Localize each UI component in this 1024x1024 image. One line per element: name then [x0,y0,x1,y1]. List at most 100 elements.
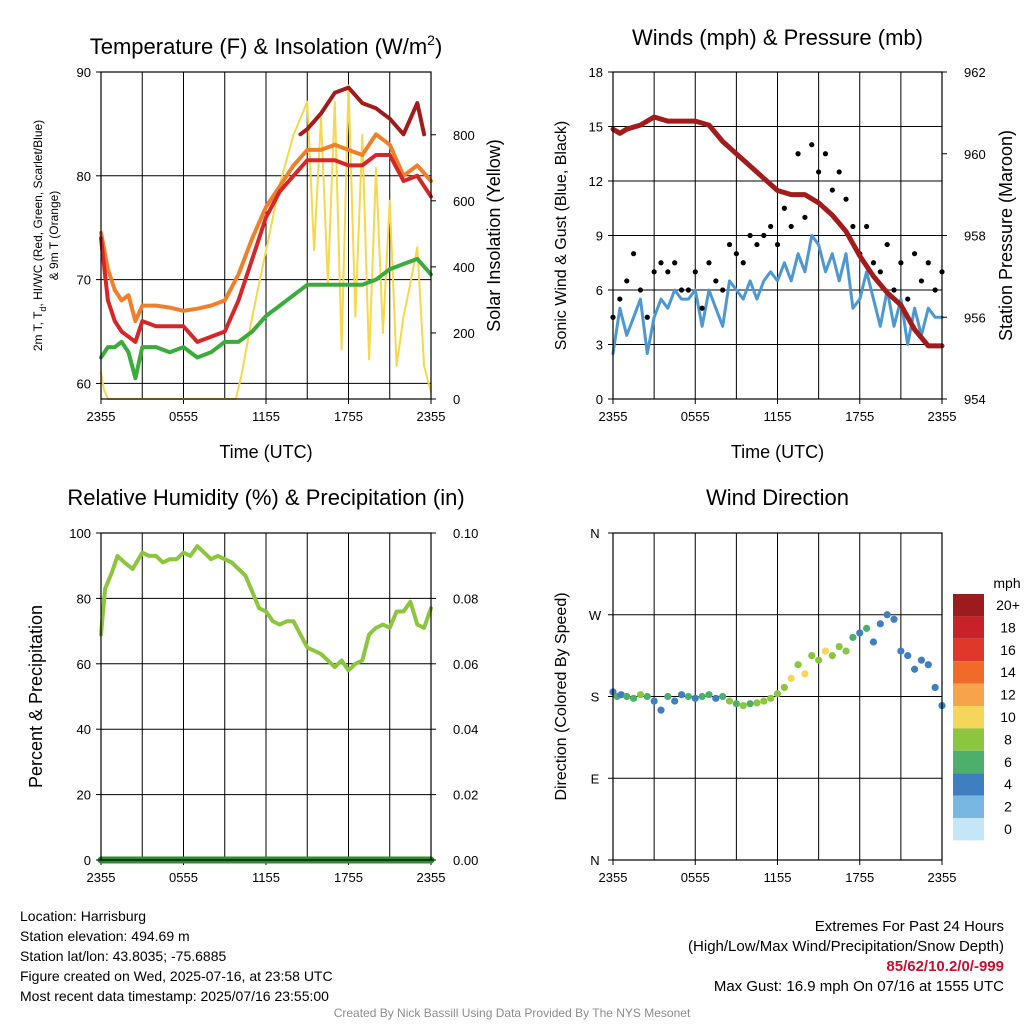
wind-direction-point [677,691,686,699]
station-location: Location: Harrisburg [20,908,147,924]
gust-point [836,169,842,175]
wind-direction-point [725,697,734,705]
panel4-title: Wind Direction [706,485,849,510]
panel1-title-close: ) [435,34,442,59]
gust-point [829,187,835,193]
panel4-xtick-label: 1755 [845,870,874,885]
panel4-xtick-label: 0555 [681,870,710,885]
gust-point [898,260,904,266]
panel1-xtick-label: 1155 [252,409,280,424]
gust-point [678,287,685,293]
panel3-ytick-right-label: 0.06 [453,657,478,672]
speed-legend-swatch [953,594,984,617]
speed-legend-label: 0 [1004,821,1012,837]
panel4-xtick-label: 2355 [928,870,957,885]
wind-direction-point [904,652,912,660]
panel1-xlabel: Time (UTC) [219,442,312,462]
gust-point [802,214,808,220]
panel1-xtick-label: 2355 [87,409,116,424]
panel2-xtick-label: 1755 [845,409,874,424]
gust-point [850,223,856,230]
panel3-ytick-label: 40 [77,722,91,737]
gust-point [740,260,746,266]
speed-legend-label: 14 [1000,664,1016,680]
panel4-ytick-label: N [590,853,599,868]
panel1-ytick-right-label: 600 [453,194,475,209]
wind-direction-point [712,694,720,702]
station-latlon: Station lat/lon: 43.8035; -75.6885 [20,948,227,964]
panel3-ytick-label: 80 [77,591,91,606]
speed-legend-swatch [953,795,984,818]
panel3-ytick-right-label: 0.00 [453,853,478,868]
panel3-ytick-right-label: 0.08 [453,591,478,606]
panel3-ytick-right-label: 0.02 [453,788,478,803]
gust-point [720,287,726,293]
gust-point [644,314,650,320]
panel3-xtick-label: 1155 [252,870,280,885]
panel1-ylabel-left-line2: & 9m T (Orange) [47,191,61,281]
extremes-values: 85/62/10.2/0/-999 [886,958,1004,975]
gust-point [658,260,664,266]
panel1-ytick-right-label: 0 [453,392,460,407]
speed-legend-label: 18 [1000,619,1016,635]
speed-legend-label: 16 [1000,642,1016,658]
humidity-line [99,544,433,673]
wind-direction-point [910,665,919,673]
wind-direction-point [801,670,809,678]
gust-point [768,223,774,230]
panel3-ytick-right-label: 0.04 [453,722,478,737]
panel1-xtick-label: 1755 [334,409,363,424]
panel1-ytick-right-label: 800 [453,128,475,143]
wind-direction-point [876,620,884,628]
wind-direction-point [794,661,802,669]
panel1-ylabel-part: 2m T, T [31,311,45,351]
wind-direction-point [705,691,713,699]
panel1-ylabel-sub: d [38,307,48,312]
panel1-ytick-label: 80 [77,169,91,184]
extremes-panel: Extremes For Past 24 Hours (High/Low/Max… [688,917,1004,997]
gust-point [918,278,925,284]
heat-index-line [298,85,427,137]
panel3-ylabel-left: Percent & Precipitation [26,605,46,788]
gust-point [685,287,691,293]
speed-legend-swatch [953,616,984,639]
pressure-line [610,114,945,349]
panel1-ylabel-left: 2m T, Td, HI/WC (Red, Green, Scarlet/Blu… [31,120,48,351]
gust-point [864,223,870,230]
panel2-ytick-label: 12 [589,174,603,189]
wind-direction-point [623,692,631,701]
wind-direction-point [719,692,727,701]
panel3-xtick-label: 1755 [334,870,363,885]
max-gust: Max Gust: 16.9 mph On 07/16 at 1555 UTC [713,978,1004,995]
wind-direction-point [787,674,795,682]
panel1-ylabel-part: , HI/WC (Red, Green, Scarlet/Blue) [31,120,45,307]
panel3-ytick-label: 60 [77,657,91,672]
gust-point [788,223,794,230]
wind-direction-point [828,652,836,660]
station-info: Location: Harrisburg Station elevation: … [20,906,333,1006]
panel3-xtick-label: 2355 [87,870,116,885]
gust-point [891,287,897,293]
panel3-ytick-label: 100 [69,526,91,541]
speed-legend-swatch [953,661,984,684]
wind-direction-point [760,697,768,705]
panel2-ytick-label: 18 [589,65,603,80]
wind-direction-point [773,690,782,698]
panel2-xtick-label: 2355 [928,409,957,424]
speed-legend-swatch [953,773,984,796]
panel1-ytick-label: 60 [77,376,91,391]
gust-point [699,305,705,311]
wind-direction-point [815,656,823,664]
panel2-title: Winds (mph) & Pressure (mb) [632,25,923,50]
recent-timestamp: Most recent data timestamp: 2025/07/16 2… [20,988,329,1004]
panel2-xtick-label: 1155 [764,409,792,424]
wind-direction-point [835,642,843,651]
wind-direction-point [849,633,857,642]
credit-line: Created By Nick Bassill Using Data Provi… [333,1006,691,1020]
panel2-xtick-label: 0555 [681,409,710,424]
panel4-ytick-label: E [591,771,600,786]
gust-point [733,251,739,257]
wind-direction-point [739,701,747,710]
extremes-subtitle: (High/Low/Max Wind/Precipitation/Snow De… [688,938,1004,955]
